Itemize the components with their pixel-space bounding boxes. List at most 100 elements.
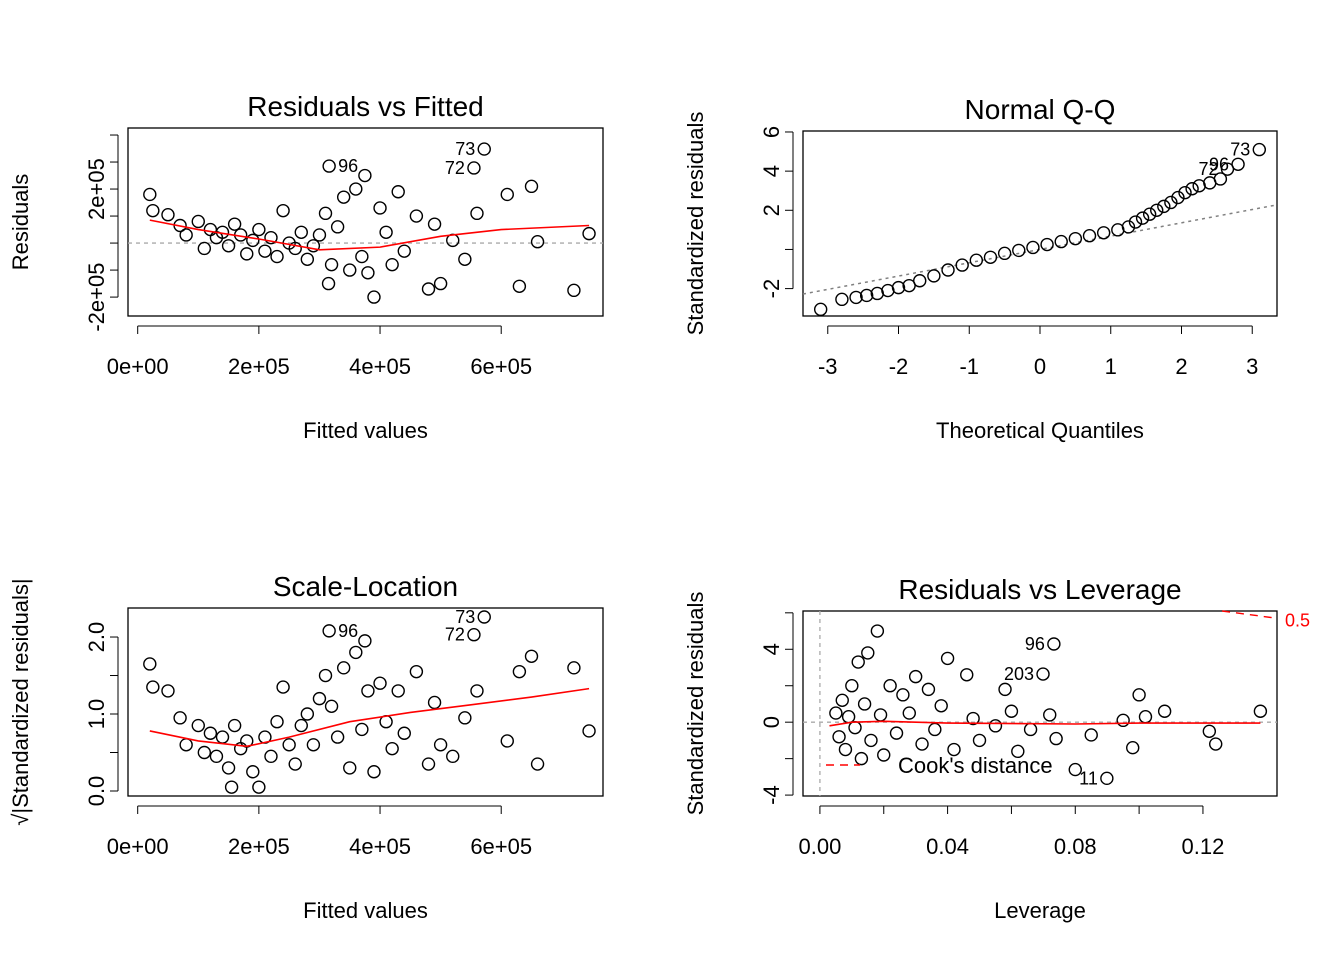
point (940, 651, 955, 666)
point (477, 142, 491, 156)
point (835, 693, 849, 708)
point (849, 290, 863, 305)
point (146, 203, 160, 218)
point (221, 239, 236, 253)
point (276, 203, 290, 218)
point-label: 96 (338, 621, 358, 641)
point (294, 718, 308, 733)
point (373, 676, 387, 690)
smooth-line (149, 219, 590, 251)
x-tick-label: 4e+05 (349, 354, 411, 379)
point (294, 225, 308, 239)
point (349, 182, 363, 196)
point (927, 269, 941, 283)
point (1126, 740, 1140, 755)
point (530, 757, 545, 771)
x-tick-label: 2 (1175, 354, 1187, 379)
point (312, 228, 327, 242)
x-tick-label: 3 (1246, 354, 1258, 379)
point (161, 208, 175, 222)
point (358, 168, 372, 183)
point (306, 239, 321, 253)
point (397, 244, 411, 258)
point (373, 201, 387, 215)
point-label: 73 (455, 139, 475, 159)
point (1253, 704, 1268, 718)
x-tick-label: 0.08 (1054, 834, 1097, 859)
y-tick-label: -4 (759, 785, 784, 805)
point (1068, 762, 1082, 777)
point (246, 233, 260, 248)
point (379, 225, 393, 239)
point (409, 664, 424, 679)
point (324, 699, 339, 714)
point (1135, 211, 1150, 225)
point (355, 249, 369, 264)
point (500, 734, 514, 748)
point (391, 185, 405, 199)
point (857, 697, 872, 711)
point (891, 280, 906, 295)
point (270, 715, 284, 729)
x-tick-label: 6e+05 (470, 834, 532, 859)
x-axis-label: Fitted values (303, 418, 428, 443)
point (873, 708, 888, 722)
point (896, 688, 910, 702)
point (1116, 713, 1130, 728)
point (467, 628, 481, 642)
point-label: 72 (445, 625, 465, 645)
point (427, 217, 442, 231)
point (240, 247, 254, 261)
point (921, 682, 936, 697)
point (859, 288, 874, 303)
point (1157, 199, 1171, 214)
point (915, 737, 929, 751)
cooks-label: 0.5 (1285, 610, 1310, 630)
point (969, 253, 984, 267)
point (997, 246, 1012, 261)
point (1084, 728, 1098, 742)
x-tick-label: -1 (959, 354, 979, 379)
point-label: 73 (455, 607, 475, 627)
point (458, 711, 472, 725)
point (324, 257, 339, 272)
point (902, 706, 916, 720)
point (1138, 710, 1153, 724)
point (941, 263, 955, 277)
point (349, 645, 363, 660)
point (1040, 237, 1054, 252)
y-tick-label: 1.0 (84, 699, 109, 730)
point-label: 73 (1230, 140, 1250, 160)
point (934, 699, 948, 713)
point (908, 669, 923, 684)
y-axis-label: √|Standardized residuals| (8, 578, 33, 825)
x-tick-label: -2 (889, 354, 909, 379)
point (1047, 637, 1061, 651)
point (300, 252, 315, 266)
point (877, 748, 891, 762)
point (988, 719, 1003, 733)
point (385, 257, 399, 272)
point (582, 724, 596, 738)
x-axis-label: Theoretical Quantiles (936, 418, 1144, 443)
point (841, 710, 856, 724)
point (203, 222, 218, 237)
point (343, 263, 357, 277)
point (854, 751, 869, 766)
point (848, 720, 862, 735)
point (1178, 185, 1192, 200)
point (1082, 229, 1097, 243)
y-tick-label: -2 (759, 279, 784, 299)
point (264, 230, 278, 245)
point (146, 680, 160, 694)
plot-box (802, 130, 1278, 317)
x-tick-label: 0.04 (926, 834, 969, 859)
point (983, 250, 998, 264)
y-axis-label: Standardized residuals (683, 592, 708, 816)
point (227, 217, 242, 231)
point (361, 266, 375, 280)
x-tick-label: 1 (1105, 354, 1117, 379)
point (433, 276, 448, 291)
point (477, 610, 491, 624)
